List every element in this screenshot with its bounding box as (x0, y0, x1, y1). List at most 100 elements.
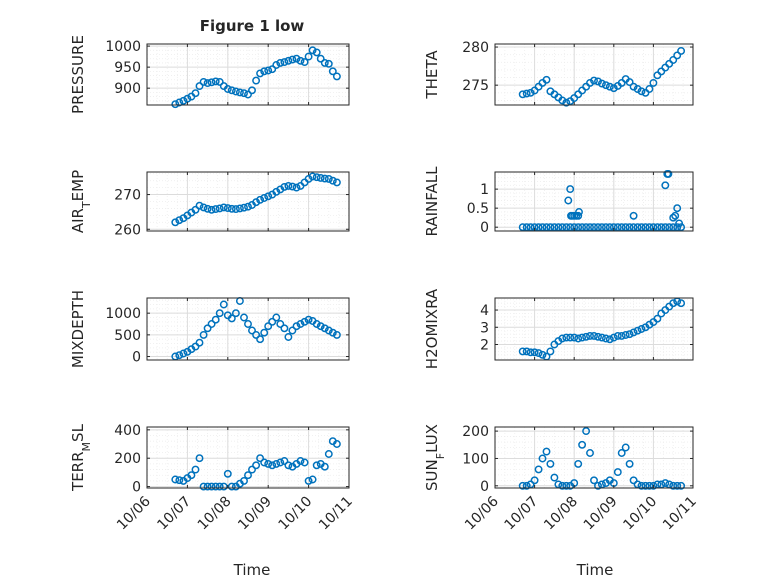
data-point (195, 454, 204, 463)
data-point (260, 194, 269, 202)
data-point (538, 350, 547, 359)
data-point (211, 205, 220, 214)
axes-box (146, 297, 350, 361)
y-tick-label: 0.5 (467, 201, 489, 217)
data-point (227, 482, 236, 491)
data-point (566, 223, 575, 232)
y-tick-label: 900 (114, 81, 141, 97)
data-point (530, 476, 539, 485)
data-point (522, 89, 531, 98)
y-tick-label: 280 (462, 40, 489, 56)
data-point (669, 56, 678, 64)
figure-title: Figure 1 low (200, 17, 305, 35)
data-point (597, 79, 606, 88)
data-point (219, 203, 228, 212)
data-point (175, 98, 184, 107)
data-point (280, 182, 289, 191)
x-tick-label: 10/10 (276, 494, 316, 534)
data-point (526, 348, 535, 357)
data-point (582, 223, 591, 232)
data-point (252, 461, 261, 470)
data-point (316, 322, 325, 331)
data-point (211, 77, 220, 86)
data-point (171, 475, 180, 484)
data-point (566, 185, 575, 194)
data-point (522, 481, 531, 490)
data-point (312, 173, 321, 182)
data-point (244, 471, 252, 480)
data-point (562, 481, 571, 490)
data-point (518, 90, 527, 99)
y-tick-label: 1000 (105, 306, 141, 322)
data-point (231, 309, 240, 318)
data-point (621, 331, 630, 339)
data-point (538, 454, 547, 463)
data-point (673, 204, 682, 213)
data-point (300, 458, 309, 467)
data-point (574, 211, 583, 220)
data-point (677, 481, 686, 490)
data-point (268, 317, 277, 326)
data-point (292, 322, 301, 331)
data-point (203, 204, 212, 213)
data-point (179, 96, 188, 105)
data-point (215, 309, 224, 318)
data-point (645, 481, 654, 490)
data-point (546, 347, 555, 356)
data-point (312, 48, 321, 57)
data-point (669, 223, 678, 232)
data-point (653, 223, 662, 232)
data-point (669, 481, 678, 490)
data-point (276, 458, 285, 467)
data-point (235, 204, 244, 213)
data-point (621, 443, 630, 452)
data-point (534, 349, 543, 358)
data-point (649, 481, 658, 490)
data-point (590, 76, 598, 85)
data-point (637, 481, 646, 490)
data-point (625, 223, 634, 232)
data-point (175, 216, 184, 225)
data-point (609, 84, 618, 93)
data-point (328, 328, 337, 337)
data-point (530, 348, 539, 357)
data-point (534, 465, 543, 474)
data-point (534, 223, 543, 232)
data-point (231, 205, 240, 214)
data-point (594, 332, 602, 341)
data-point (199, 330, 208, 339)
data-point (590, 223, 598, 232)
y-tick-label: 950 (114, 60, 141, 76)
data-point (629, 223, 638, 232)
x-tick-label: 10/11 (316, 494, 356, 534)
data-point (195, 201, 204, 210)
data-point (244, 202, 252, 211)
data-point (546, 223, 555, 232)
data-point (633, 326, 642, 335)
data-point (664, 169, 673, 178)
data-point (526, 88, 535, 97)
data-point (272, 61, 281, 69)
data-point (605, 335, 614, 344)
y-tick-label: 400 (114, 423, 141, 439)
data-point (625, 459, 634, 468)
data-point (665, 223, 674, 232)
data-point (175, 476, 184, 485)
y-tick-label: 1 (480, 182, 489, 198)
data-point (562, 223, 571, 232)
data-point (304, 476, 313, 485)
data-point (558, 334, 567, 343)
data-point (223, 204, 232, 213)
data-point (280, 324, 289, 333)
data-point (272, 459, 281, 468)
data-point (518, 223, 527, 232)
data-point (578, 333, 587, 342)
axes-box (494, 426, 694, 489)
y-tick-label: 275 (462, 78, 489, 94)
data-point (332, 330, 341, 339)
data-point (288, 182, 297, 191)
y-tick-label: 4 (480, 303, 489, 319)
data-point (264, 192, 273, 201)
data-point (256, 69, 265, 78)
data-point (240, 203, 248, 212)
